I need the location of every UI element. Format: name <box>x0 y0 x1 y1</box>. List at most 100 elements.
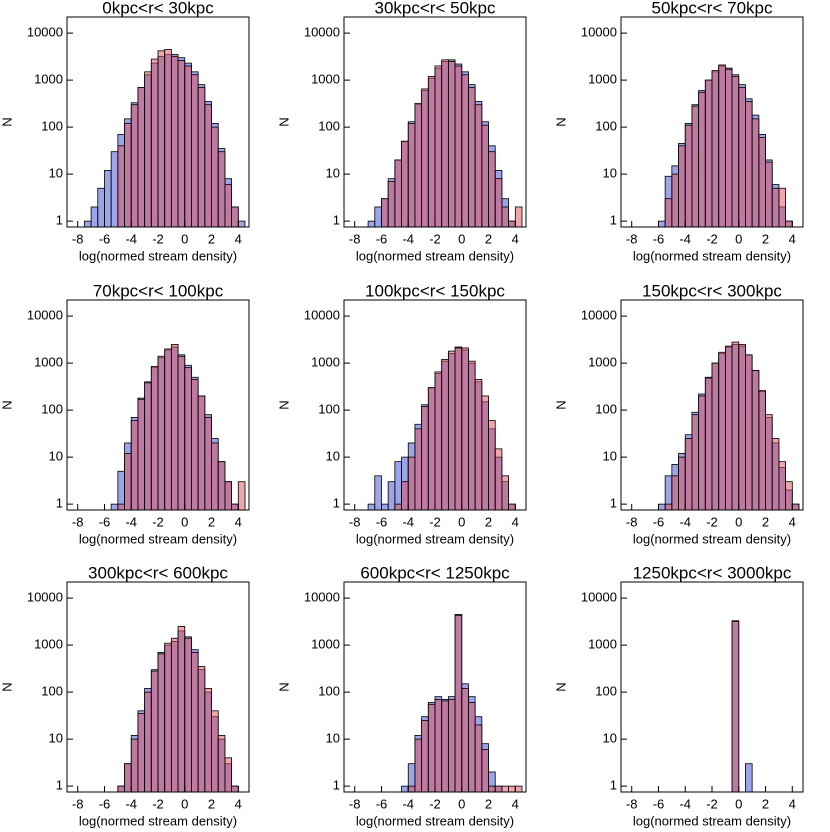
histogram-bar <box>434 698 443 793</box>
histogram-bar <box>157 355 166 511</box>
x-tick-label: -2 <box>706 231 718 246</box>
y-tick-label: 1000 <box>311 355 340 370</box>
x-tick-label: 2 <box>762 231 769 246</box>
x-tick-label: -8 <box>72 514 84 529</box>
y-tick-label: 100 <box>595 119 617 134</box>
histogram-bar <box>434 65 443 228</box>
histogram-bar <box>414 428 423 511</box>
histogram-bar <box>177 355 186 511</box>
x-tick-label: -4 <box>125 231 137 246</box>
histogram-bar <box>468 360 476 511</box>
histogram-bar <box>157 50 166 228</box>
histogram-bar <box>481 395 489 511</box>
x-tick-label: -6 <box>376 796 388 811</box>
histogram-bar <box>684 438 693 511</box>
y-tick-label: 100 <box>318 684 340 699</box>
histogram-bar <box>414 102 423 228</box>
chart-title: 150kpc<r< 300kpc <box>642 281 782 300</box>
histogram-bar <box>191 651 199 793</box>
histogram-bar <box>387 181 396 228</box>
y-tick-label: 10000 <box>304 25 340 40</box>
histogram-bar <box>488 420 496 511</box>
y-tick-label: 10000 <box>27 590 63 605</box>
histogram-bar <box>231 503 239 511</box>
histogram-bar <box>454 65 463 228</box>
histogram-bar <box>224 184 233 228</box>
histogram-bar <box>738 86 746 228</box>
histogram-bar <box>197 86 206 228</box>
histogram-bar <box>447 350 456 511</box>
histogram-bar <box>144 382 152 511</box>
panel: -8 -6 -4 -2 0 2 4 1 10 100 1000 10000 30kpc<r< 50kpc… <box>276 0 527 263</box>
y-tick-label: 1 <box>610 213 617 228</box>
y-tick-label: 100 <box>41 402 63 417</box>
histogram-bar <box>381 198 389 228</box>
y-tick-label: 10000 <box>304 308 340 323</box>
histogram-bar <box>494 785 503 793</box>
histogram-bar <box>441 700 449 793</box>
histogram-bar <box>698 395 706 511</box>
histogram-bar <box>211 442 219 511</box>
x-axis-label: log(normed stream density) <box>356 813 514 828</box>
x-tick-label: -6 <box>99 231 111 246</box>
histogram-bar <box>454 614 463 793</box>
histogram-bar <box>494 178 503 228</box>
x-tick-label: 0 <box>735 231 742 246</box>
x-tick-label: -4 <box>402 231 414 246</box>
histogram-bar <box>684 124 693 228</box>
x-tick-label: -2 <box>706 514 718 529</box>
histogram-bar <box>204 687 212 793</box>
x-tick-label: -6 <box>653 796 665 811</box>
histogram-bar <box>658 220 666 228</box>
histogram-bar <box>110 503 119 511</box>
histogram-bar <box>170 343 179 511</box>
histogram-bar <box>771 187 780 228</box>
histogram-bar <box>394 461 402 511</box>
y-axis-label: N <box>0 682 14 691</box>
histogram-bar <box>468 86 476 228</box>
histogram-bar <box>501 785 510 793</box>
histogram-bar <box>771 438 780 511</box>
x-axis-label: log(normed stream density) <box>356 531 514 546</box>
y-tick-label: 1000 <box>588 72 617 87</box>
x-tick-label: 0 <box>735 796 742 811</box>
histogram-bar <box>124 763 132 793</box>
y-tick-label: 10000 <box>27 308 63 323</box>
histogram-bar <box>745 763 753 793</box>
y-axis-label: N <box>553 117 568 126</box>
histogram-bar <box>778 461 787 511</box>
x-axis-label: log(normed stream density) <box>633 813 791 828</box>
x-tick-label: -6 <box>99 514 111 529</box>
y-tick-label: 1000 <box>34 637 63 652</box>
histogram-bar <box>90 206 99 228</box>
histogram-bar <box>441 59 449 228</box>
histogram-bar <box>157 653 166 793</box>
histogram-bar <box>421 720 429 793</box>
x-axis-label: log(normed stream density) <box>79 813 237 828</box>
histogram-bar <box>407 456 416 511</box>
histogram-bar <box>137 398 146 511</box>
panel: -8 -6 -4 -2 0 2 4 1 10 100 1000 10000 70kpc<r< 100kp… <box>0 281 250 546</box>
histogram-bar <box>191 74 199 228</box>
y-tick-label: 10 <box>326 731 340 746</box>
x-tick-label: -8 <box>626 514 638 529</box>
y-tick-label: 100 <box>318 402 340 417</box>
x-tick-label: 0 <box>181 231 188 246</box>
chart-title: 50kpc<r< 70kpc <box>652 0 773 17</box>
x-tick-label: 4 <box>235 231 242 246</box>
y-tick-label: 10000 <box>27 25 63 40</box>
x-tick-label: -2 <box>429 514 441 529</box>
histogram-bar <box>204 104 212 228</box>
histogram-bar <box>778 187 787 228</box>
y-tick-label: 10000 <box>581 590 617 605</box>
histogram-bar <box>785 481 793 511</box>
x-tick-label: 4 <box>512 796 519 811</box>
histogram-bar <box>401 140 409 228</box>
histogram-bar <box>434 371 443 511</box>
histogram-bar <box>407 122 416 228</box>
histogram-bar <box>738 343 746 511</box>
y-tick-label: 100 <box>41 684 63 699</box>
histogram-bar <box>217 734 226 793</box>
x-tick-label: -4 <box>679 231 691 246</box>
histogram-bar <box>454 347 463 511</box>
